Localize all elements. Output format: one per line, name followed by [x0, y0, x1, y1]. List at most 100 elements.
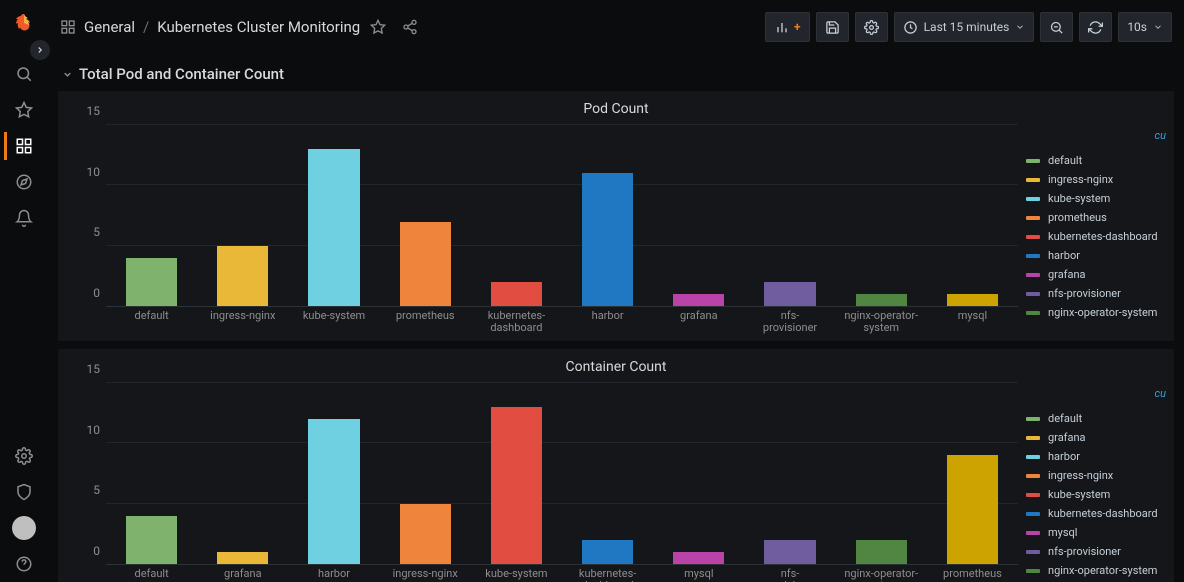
- bar[interactable]: [947, 455, 998, 564]
- add-panel-button[interactable]: +: [765, 12, 810, 42]
- x-label: nfs-provisioner: [744, 565, 835, 582]
- legend-label: default: [1048, 412, 1082, 425]
- bar[interactable]: [308, 419, 359, 564]
- bar[interactable]: [764, 282, 815, 306]
- x-label: grafana: [197, 565, 288, 582]
- bar[interactable]: [491, 407, 542, 564]
- legend-item[interactable]: nginx-operator-system: [1026, 303, 1162, 322]
- x-label: mysql: [927, 307, 1018, 337]
- refresh-button[interactable]: [1079, 12, 1112, 42]
- y-tick: 0: [93, 544, 100, 558]
- legend-label: nfs-provisioner: [1048, 545, 1121, 558]
- nav-starred[interactable]: [4, 92, 44, 128]
- legend-item[interactable]: ingress-nginx: [1026, 170, 1162, 189]
- x-label: grafana: [653, 307, 744, 337]
- nav-dashboards[interactable]: [4, 128, 44, 164]
- legend-item[interactable]: mysql: [1026, 523, 1162, 542]
- legend-item[interactable]: harbor: [1026, 447, 1162, 466]
- y-tick: 15: [87, 104, 101, 118]
- nav-admin[interactable]: [4, 474, 44, 510]
- bar[interactable]: [856, 540, 907, 564]
- x-label: nfs-provisioner: [744, 307, 835, 337]
- legend-item[interactable]: nginx-operator-system: [1026, 561, 1162, 580]
- panel-title: Pod Count: [58, 97, 1174, 125]
- row-title: Total Pod and Container Count: [79, 65, 284, 83]
- legend-item[interactable]: default: [1026, 151, 1162, 170]
- legend-swatch: [1026, 254, 1040, 258]
- legend-label: kube-system: [1048, 488, 1110, 501]
- dashboard-title[interactable]: Kubernetes Cluster Monitoring: [157, 18, 360, 36]
- legend-item[interactable]: kubernetes-dashboard: [1026, 504, 1162, 523]
- legend-badge: cu: [1155, 387, 1166, 400]
- bar[interactable]: [856, 294, 907, 306]
- breadcrumb-separator: /: [143, 18, 149, 36]
- legend-label: kube-system: [1048, 192, 1110, 205]
- nav-help[interactable]: [4, 546, 44, 582]
- y-tick: 5: [93, 225, 100, 239]
- legend-item[interactable]: grafana: [1026, 428, 1162, 447]
- legend-item[interactable]: kube-system: [1026, 189, 1162, 208]
- grafana-logo[interactable]: [10, 10, 38, 38]
- legend-item[interactable]: default: [1026, 409, 1162, 428]
- breadcrumb-folder[interactable]: General: [84, 18, 135, 36]
- legend-item[interactable]: kubernetes-dashboard: [1026, 227, 1162, 246]
- legend-item[interactable]: harbor: [1026, 246, 1162, 265]
- legend-label: mysql: [1048, 526, 1077, 539]
- nav-config[interactable]: [4, 438, 44, 474]
- x-label: kube-system: [471, 565, 562, 582]
- nav-explore[interactable]: [4, 164, 44, 200]
- legend-item[interactable]: nfs-provisioner: [1026, 284, 1162, 303]
- time-range-picker[interactable]: Last 15 minutes: [894, 12, 1035, 42]
- bar[interactable]: [947, 294, 998, 306]
- bar[interactable]: [582, 540, 633, 564]
- y-tick: 15: [87, 362, 101, 376]
- y-tick: 10: [87, 165, 101, 179]
- dashboard-content: Total Pod and Container Count Pod Count …: [48, 51, 1184, 582]
- legend-swatch: [1026, 235, 1040, 239]
- bar[interactable]: [764, 540, 815, 564]
- nav-search[interactable]: [4, 56, 44, 92]
- bar[interactable]: [308, 149, 359, 306]
- bar[interactable]: [217, 552, 268, 564]
- legend-item[interactable]: prometheus: [1026, 208, 1162, 227]
- bar[interactable]: [400, 504, 451, 564]
- legend-item[interactable]: grafana: [1026, 265, 1162, 284]
- bar[interactable]: [582, 173, 633, 306]
- row-toggle[interactable]: Total Pod and Container Count: [58, 59, 1174, 91]
- x-label: harbor: [562, 307, 653, 337]
- bar[interactable]: [126, 516, 177, 564]
- bar[interactable]: [126, 258, 177, 306]
- zoom-out-button[interactable]: [1040, 12, 1073, 42]
- legend-item[interactable]: ingress-nginx: [1026, 466, 1162, 485]
- legend-item[interactable]: kube-system: [1026, 485, 1162, 504]
- nav-profile[interactable]: [4, 510, 44, 546]
- bar[interactable]: [673, 552, 724, 564]
- save-button[interactable]: [816, 12, 849, 42]
- panel-title: Container Count: [58, 355, 1174, 383]
- legend-label: ingress-nginx: [1048, 173, 1113, 186]
- refresh-interval-label: 10s: [1127, 20, 1147, 34]
- share-button[interactable]: [396, 13, 424, 41]
- legend-swatch: [1026, 550, 1040, 554]
- nav-alerting[interactable]: [4, 200, 44, 236]
- legend-swatch: [1026, 455, 1040, 459]
- bar[interactable]: [217, 246, 268, 306]
- favorite-button[interactable]: [364, 13, 392, 41]
- x-label: default: [106, 307, 197, 337]
- legend-label: harbor: [1048, 249, 1080, 262]
- x-label: harbor: [288, 565, 379, 582]
- legend-label: nginx-operator-system: [1048, 564, 1157, 577]
- bar[interactable]: [491, 282, 542, 306]
- bar[interactable]: [400, 222, 451, 306]
- container-chart: 051015defaultgrafanaharboringress-nginxk…: [66, 383, 1018, 582]
- legend-swatch: [1026, 417, 1040, 421]
- x-label: mysql: [653, 565, 744, 582]
- refresh-interval-picker[interactable]: 10s: [1118, 12, 1172, 42]
- legend-item[interactable]: nfs-provisioner: [1026, 542, 1162, 561]
- sidebar-expand-toggle[interactable]: [30, 40, 50, 60]
- x-label: ingress-nginx: [380, 565, 471, 582]
- bar[interactable]: [673, 294, 724, 306]
- settings-button[interactable]: [855, 12, 888, 42]
- legend-swatch: [1026, 569, 1040, 573]
- legend-swatch: [1026, 531, 1040, 535]
